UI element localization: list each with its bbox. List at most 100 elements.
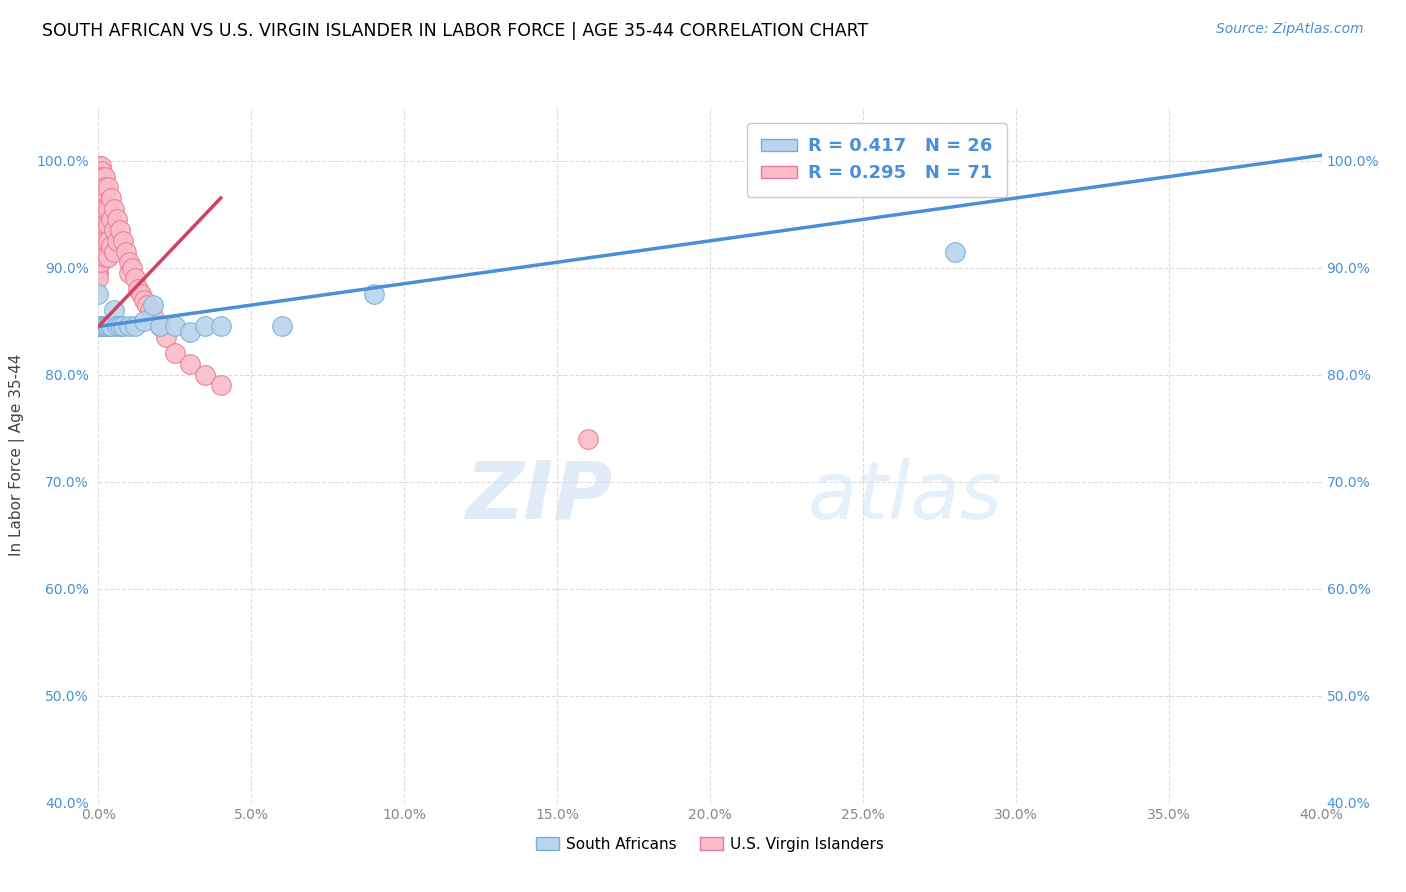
Point: [87, 169, 110, 184]
Point: [87, 319, 110, 334]
Point: [115, 244, 138, 259]
Point: [134, 314, 156, 328]
Point: [93, 319, 115, 334]
Point: [105, 212, 128, 227]
Point: [108, 223, 131, 237]
Point: [118, 266, 141, 280]
Point: [87, 159, 110, 173]
Point: [90, 164, 112, 178]
Point: [97, 319, 120, 334]
Point: [93, 319, 115, 334]
Point: [943, 244, 966, 259]
Point: [111, 319, 134, 334]
Point: [90, 191, 112, 205]
Point: [149, 319, 172, 334]
Point: [121, 260, 143, 275]
Point: [90, 319, 112, 334]
Point: [93, 169, 115, 184]
Point: [149, 319, 172, 334]
Point: [90, 212, 112, 227]
Point: [87, 159, 110, 173]
Legend: South Africans, U.S. Virgin Islanders: South Africans, U.S. Virgin Islanders: [530, 830, 890, 858]
Point: [87, 287, 110, 301]
Point: [111, 234, 134, 248]
Point: [129, 287, 152, 301]
Point: [179, 325, 201, 339]
Point: [97, 202, 120, 216]
Point: [100, 212, 122, 227]
Point: [87, 159, 110, 173]
Point: [105, 319, 128, 334]
Point: [90, 319, 112, 334]
Point: [100, 239, 122, 253]
Point: [118, 319, 141, 334]
Point: [90, 202, 112, 216]
Point: [87, 250, 110, 264]
Point: [87, 239, 110, 253]
Point: [87, 271, 110, 285]
Point: [87, 180, 110, 194]
Point: [105, 234, 128, 248]
Point: [87, 244, 110, 259]
Point: [142, 298, 165, 312]
Point: [87, 159, 110, 173]
Point: [163, 319, 186, 334]
Point: [87, 159, 110, 173]
Point: [87, 234, 110, 248]
Y-axis label: In Labor Force | Age 35-44: In Labor Force | Age 35-44: [8, 354, 25, 556]
Point: [87, 202, 110, 216]
Point: [103, 202, 125, 216]
Point: [90, 223, 112, 237]
Point: [90, 180, 112, 194]
Point: [87, 212, 110, 227]
Point: [93, 202, 115, 216]
Point: [87, 159, 110, 173]
Point: [90, 234, 112, 248]
Point: [87, 223, 110, 237]
Point: [363, 287, 385, 301]
Point: [179, 357, 201, 371]
Point: [90, 255, 112, 269]
Point: [103, 244, 125, 259]
Point: [209, 378, 232, 392]
Point: [93, 218, 115, 232]
Point: [97, 234, 120, 248]
Point: [134, 293, 156, 307]
Point: [87, 191, 110, 205]
Point: [90, 169, 112, 184]
Point: [108, 319, 131, 334]
Text: SOUTH AFRICAN VS U.S. VIRGIN ISLANDER IN LABOR FORCE | AGE 35-44 CORRELATION CHA: SOUTH AFRICAN VS U.S. VIRGIN ISLANDER IN…: [42, 22, 869, 40]
Point: [87, 164, 110, 178]
Point: [87, 255, 110, 269]
Point: [93, 234, 115, 248]
Point: [194, 319, 217, 334]
Text: Source: ZipAtlas.com: Source: ZipAtlas.com: [1216, 22, 1364, 37]
Point: [100, 319, 122, 334]
Point: [209, 319, 232, 334]
Point: [270, 319, 292, 334]
Point: [139, 303, 162, 318]
Point: [118, 255, 141, 269]
Point: [136, 298, 159, 312]
Point: [155, 330, 177, 344]
Point: [124, 271, 146, 285]
Point: [87, 266, 110, 280]
Point: [97, 319, 120, 334]
Text: ZIP: ZIP: [465, 458, 612, 536]
Point: [87, 260, 110, 275]
Point: [100, 191, 122, 205]
Point: [100, 319, 122, 334]
Point: [142, 309, 165, 323]
Point: [124, 319, 146, 334]
Point: [194, 368, 217, 382]
Point: [90, 159, 112, 173]
Point: [103, 223, 125, 237]
Text: atlas: atlas: [808, 458, 1002, 536]
Point: [97, 180, 120, 194]
Point: [163, 346, 186, 360]
Point: [103, 303, 125, 318]
Point: [90, 244, 112, 259]
Point: [127, 282, 149, 296]
Point: [97, 218, 120, 232]
Point: [576, 432, 599, 446]
